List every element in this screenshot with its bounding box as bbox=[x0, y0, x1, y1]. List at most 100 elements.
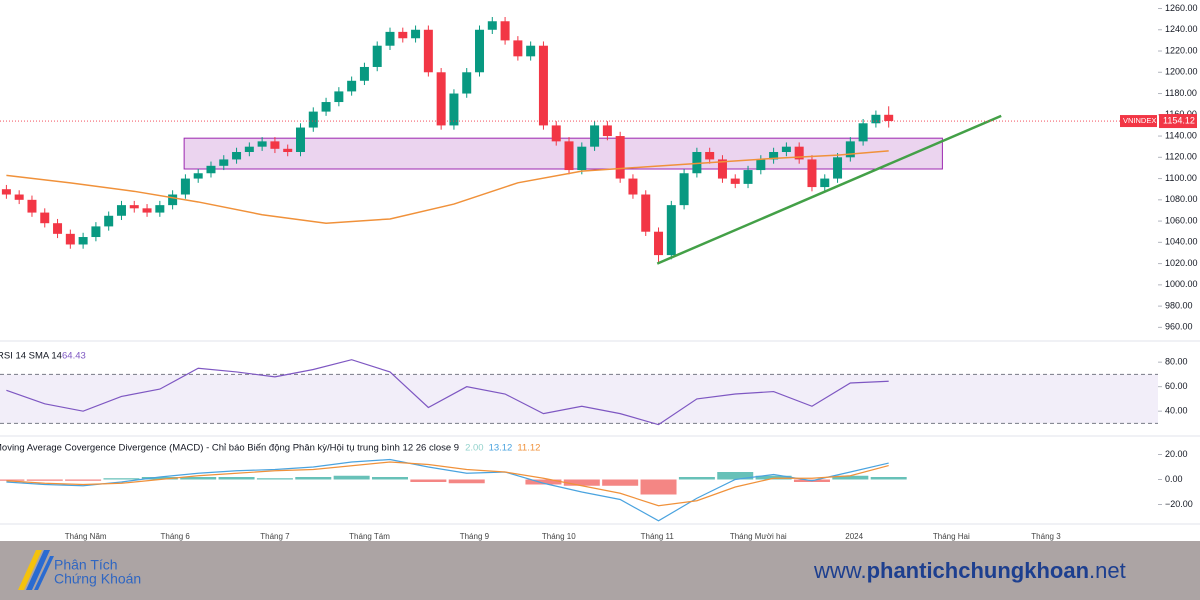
macd-line bbox=[6, 458, 889, 522]
histogram-bar bbox=[525, 479, 562, 485]
candle-body bbox=[475, 29, 485, 73]
y-tick-label: 1100.00 bbox=[1165, 173, 1197, 183]
candle-body bbox=[372, 45, 382, 67]
candle-body bbox=[104, 215, 114, 227]
candle-body bbox=[590, 125, 600, 147]
x-tick-label: Tháng 11 bbox=[641, 532, 675, 541]
candle-body bbox=[78, 237, 88, 245]
histogram-bar bbox=[832, 475, 869, 480]
histogram-bar bbox=[103, 478, 140, 480]
candle-body bbox=[193, 173, 203, 179]
candle-body bbox=[602, 125, 612, 137]
candle-body bbox=[347, 80, 357, 92]
candle-body bbox=[526, 45, 536, 57]
url-part: .net bbox=[1089, 558, 1126, 583]
indicator-value: 11.12 bbox=[517, 443, 540, 454]
footer-band bbox=[0, 541, 1200, 600]
x-tick-label: 2024 bbox=[845, 532, 863, 541]
candle-body bbox=[244, 146, 254, 152]
candle-body bbox=[436, 72, 446, 126]
candle-body bbox=[871, 114, 881, 124]
candle-body bbox=[564, 141, 574, 171]
logo-stripe bbox=[26, 550, 50, 590]
candle-body bbox=[206, 165, 216, 174]
x-tick-label: Tháng 10 bbox=[542, 532, 576, 541]
candle-body bbox=[283, 148, 293, 152]
candle-body bbox=[53, 223, 63, 234]
x-tick-label: Tháng 6 bbox=[161, 532, 191, 541]
histogram-bar bbox=[640, 479, 677, 495]
y-tick-label: 1260.00 bbox=[1165, 3, 1198, 13]
rsi-line bbox=[6, 359, 889, 426]
x-tick-label: Tháng 3 bbox=[1031, 532, 1061, 541]
marks: 960.00 980.00 1000.00 1020.00 1040.00 1060.00… bbox=[0, 3, 1198, 541]
candle-body bbox=[27, 199, 37, 213]
y-tick-label: 1080.00 bbox=[1165, 194, 1198, 204]
candle-body bbox=[359, 66, 369, 81]
candle-body bbox=[884, 114, 894, 122]
indicator-value: 13.12 bbox=[489, 443, 513, 454]
candle-body bbox=[500, 21, 510, 41]
histogram-bar bbox=[141, 477, 178, 480]
histogram-bar bbox=[755, 475, 792, 480]
url-part: www. bbox=[813, 558, 867, 583]
candle-body bbox=[14, 194, 24, 200]
candle-body bbox=[705, 151, 715, 160]
price-tag bbox=[1159, 114, 1197, 129]
indicator-value: 64.43 bbox=[62, 351, 86, 362]
x-tick-label: Tháng Tám bbox=[349, 532, 390, 541]
y-tick-label: 0.00 bbox=[1165, 474, 1183, 484]
logo-stripe bbox=[34, 556, 54, 590]
histogram-bar bbox=[372, 477, 408, 480]
histogram-bar bbox=[448, 479, 485, 484]
histogram-bar bbox=[218, 477, 255, 480]
candle-body bbox=[168, 194, 178, 206]
x-tick-label: Tháng Mười hai bbox=[730, 532, 787, 541]
symbol-label: VNINDEX bbox=[1123, 116, 1156, 125]
histogram-bar bbox=[295, 477, 332, 480]
candle-body bbox=[129, 205, 139, 209]
candle-body bbox=[142, 208, 152, 213]
candle-body bbox=[615, 136, 625, 179]
y-tick-label: 960.00 bbox=[1165, 322, 1193, 332]
y-tick-label: 1220.00 bbox=[1165, 45, 1198, 55]
histogram-bar bbox=[0, 479, 25, 481]
logo-icon bbox=[18, 550, 54, 590]
x-tick-label: Tháng 9 bbox=[460, 532, 490, 541]
x-tick-label: Tháng 7 bbox=[260, 532, 290, 541]
candle-body bbox=[833, 157, 843, 179]
candle-body bbox=[219, 159, 229, 166]
candle-body bbox=[692, 151, 702, 174]
trendline bbox=[656, 114, 1002, 265]
candle-body bbox=[666, 205, 676, 256]
y-tick-label: 1240.00 bbox=[1165, 24, 1198, 34]
histogram-bar bbox=[65, 479, 102, 481]
candle-body bbox=[334, 91, 344, 103]
logo-stripe bbox=[18, 550, 42, 590]
histogram-bar bbox=[602, 479, 639, 486]
brand-line: Chứng Khoán bbox=[54, 571, 141, 587]
candle-body bbox=[551, 125, 561, 142]
candle-body bbox=[807, 159, 817, 188]
x-tick-label: Tháng Năm bbox=[65, 532, 107, 541]
url-part: phantichchungkhoan bbox=[867, 558, 1089, 583]
indicator-title: Moving Average Covergence Divergence (MA… bbox=[0, 443, 459, 454]
candle-body bbox=[577, 146, 587, 171]
background bbox=[0, 0, 1200, 541]
y-tick-label: 1040.00 bbox=[1165, 237, 1198, 247]
histogram-bar bbox=[333, 475, 370, 480]
candle-body bbox=[628, 178, 638, 195]
candle-body bbox=[449, 93, 459, 126]
candle-body bbox=[155, 205, 165, 213]
candle-body bbox=[40, 212, 50, 224]
indicator-value: 2.00 bbox=[465, 443, 484, 454]
candle-body bbox=[781, 146, 791, 152]
candle-body bbox=[295, 127, 305, 152]
candle-body bbox=[232, 151, 242, 160]
candle-body bbox=[756, 159, 766, 171]
y-tick-label: 1120.00 bbox=[1165, 152, 1197, 162]
candle-body bbox=[1, 189, 11, 195]
y-tick-label: 40.00 bbox=[1165, 406, 1188, 416]
